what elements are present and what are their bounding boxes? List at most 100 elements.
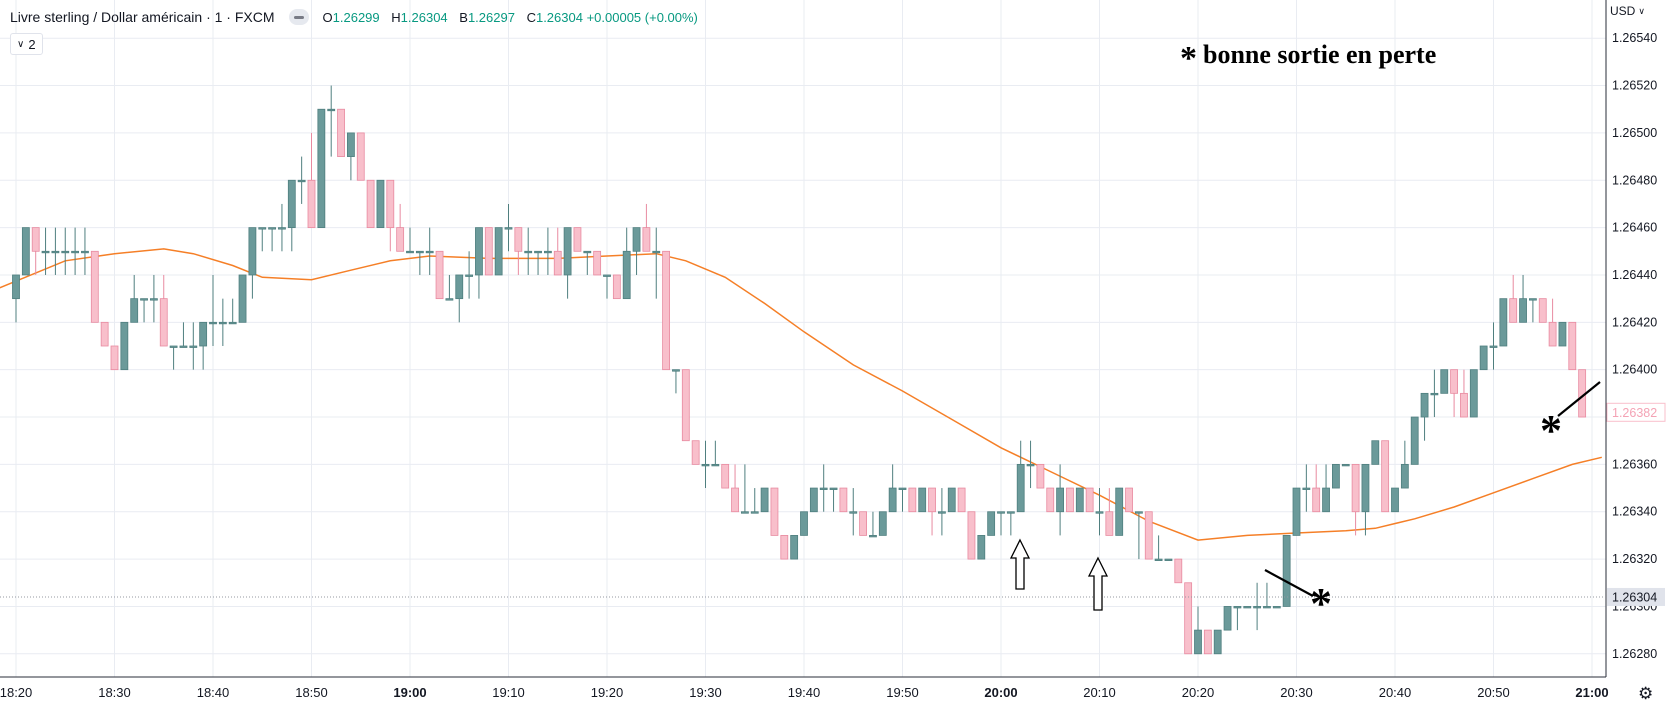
candle (386, 179, 395, 252)
candle (455, 274, 464, 323)
time-tick-label: 20:30 (1280, 685, 1313, 700)
candle (396, 203, 405, 252)
candle (701, 440, 710, 489)
candle (199, 321, 208, 370)
candle (878, 511, 887, 536)
up-arrow-annotation (1009, 538, 1031, 590)
price-tick-label: 1.26420 (1612, 315, 1657, 329)
candle (1203, 629, 1212, 655)
candle (888, 464, 897, 513)
moving-average-line (0, 248, 1602, 541)
candle (140, 298, 148, 323)
candle (406, 227, 414, 254)
candle (81, 227, 89, 275)
candle (12, 274, 20, 323)
price-tick-label: 1.26360 (1612, 457, 1657, 471)
candle (1282, 535, 1291, 607)
candle (1499, 298, 1508, 347)
candle (681, 369, 690, 442)
price-tick-label: 1.26320 (1612, 552, 1657, 566)
candle (731, 464, 739, 513)
candle (1194, 606, 1202, 655)
candle (829, 487, 838, 512)
candle (1046, 487, 1055, 513)
star-pointer-line (1557, 381, 1601, 417)
candle (563, 227, 572, 299)
candle (445, 274, 454, 301)
candle (603, 274, 611, 299)
time-tick-label: 20:10 (1083, 685, 1116, 700)
candle (61, 227, 70, 275)
candle (1469, 369, 1478, 418)
time-tick-label: 18:50 (295, 685, 328, 700)
candle (741, 464, 749, 514)
candle (307, 132, 316, 229)
candle (1184, 582, 1193, 655)
candle (1558, 321, 1567, 347)
open-label: O (322, 9, 333, 25)
candle (504, 203, 513, 252)
candle (1361, 463, 1370, 536)
currency-selector[interactable]: USD ∨ (1610, 4, 1645, 18)
candle (1548, 298, 1557, 347)
high-label: H (391, 9, 401, 25)
price-tick-label: 1.26480 (1612, 173, 1657, 187)
last-price-label: 1.26304 (1612, 590, 1657, 604)
candle (435, 250, 444, 300)
candle (484, 227, 493, 276)
candle (809, 487, 818, 513)
time-tick-label: 19:40 (788, 685, 821, 700)
price-tick-label: 1.26460 (1612, 221, 1657, 235)
candle (524, 227, 533, 275)
drawings-layer: * * (0, 381, 1605, 628)
open-value: 1.26299 (332, 9, 380, 25)
candle (41, 227, 50, 275)
candle (130, 274, 139, 323)
candle (1253, 582, 1261, 631)
candle (278, 203, 286, 252)
candle (1233, 606, 1242, 631)
candle (90, 250, 99, 323)
candle (494, 227, 503, 276)
candle (760, 487, 769, 513)
candle (31, 227, 40, 275)
candle (583, 250, 592, 275)
candle (1312, 464, 1321, 513)
candle (711, 440, 720, 467)
candle (1568, 321, 1577, 371)
time-tick-label: 19:10 (492, 685, 525, 700)
candle (721, 463, 730, 489)
candle (248, 227, 257, 299)
indicators-toggle-button[interactable]: ∨ 2 (10, 33, 43, 55)
time-tick-label: 19:50 (886, 685, 919, 700)
time-tick-label: 19:00 (393, 685, 426, 700)
gear-icon[interactable]: ⚙ (1638, 684, 1654, 703)
close-label: C (526, 9, 536, 25)
candle (1489, 322, 1498, 370)
price-axis-labels: 1.262801.263001.263201.263401.263601.264… (1612, 31, 1657, 661)
candle (287, 179, 296, 252)
candle (475, 227, 483, 299)
candle (1154, 535, 1163, 561)
candle (1095, 488, 1104, 536)
price-tick-label: 1.26540 (1612, 31, 1657, 45)
candle (209, 274, 217, 346)
price-tick-label: 1.26520 (1612, 79, 1657, 93)
chevron-down-icon: ∨ (17, 38, 25, 50)
candle (750, 488, 759, 514)
collapse-legend-button[interactable] (288, 9, 309, 25)
candle (957, 487, 966, 513)
candle (573, 227, 582, 252)
time-axis[interactable] (0, 676, 1674, 709)
candle (1174, 558, 1183, 584)
candle (632, 227, 641, 275)
candle (425, 227, 434, 275)
candle (908, 487, 917, 513)
symbol-title[interactable]: Livre sterling / Dollar américain · 1 · … (10, 9, 275, 25)
candle (297, 156, 306, 204)
candle (327, 85, 336, 157)
price-axis[interactable] (1605, 0, 1674, 677)
candle (977, 535, 986, 560)
candle (514, 227, 523, 275)
